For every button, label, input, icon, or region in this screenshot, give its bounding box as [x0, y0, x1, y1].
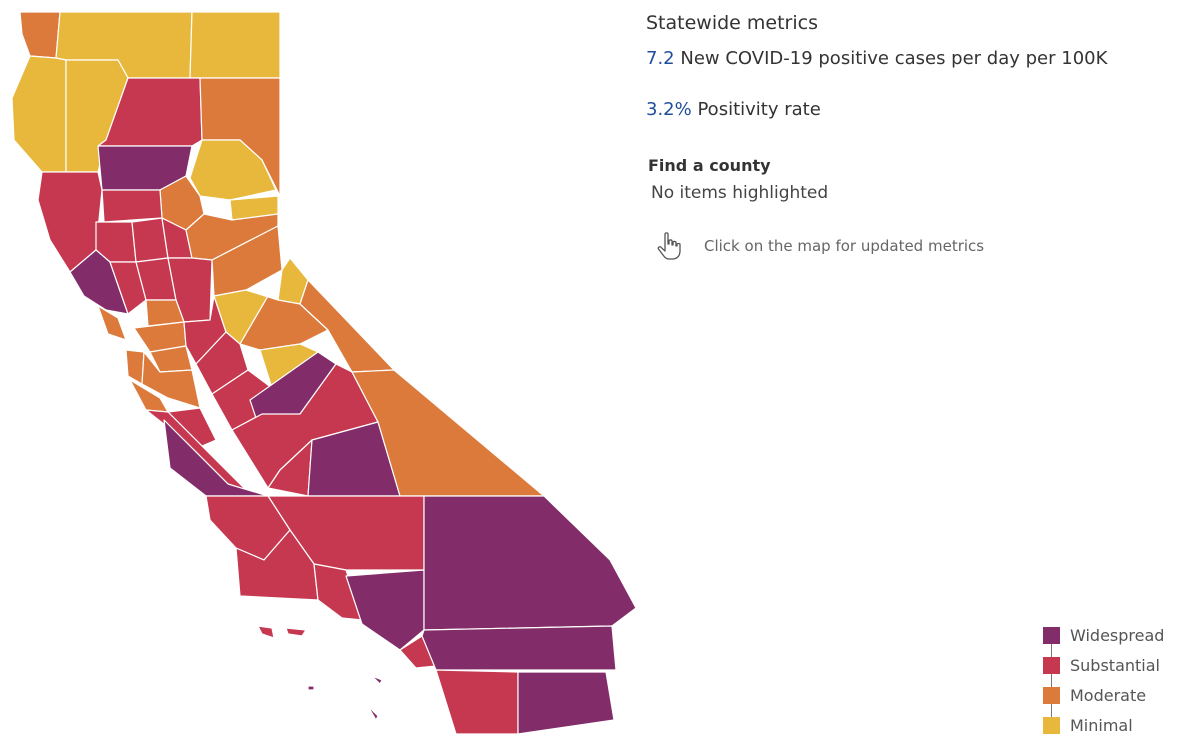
- statewide-heading: Statewide metrics: [646, 12, 818, 34]
- county-region-riverside[interactable]: [421, 625, 617, 671]
- legend-item-widespread[interactable]: Widespread: [1043, 620, 1193, 650]
- county-region-marin[interactable]: [97, 305, 127, 341]
- statewide-metrics-panel: Statewide metrics 7.2 New COVID-19 posit…: [646, 12, 1186, 261]
- legend-item-substantial[interactable]: Substantial: [1043, 650, 1193, 680]
- california-county-map[interactable]: [0, 0, 660, 741]
- legend-swatch-widespread: [1043, 626, 1060, 644]
- county-region-san-diego[interactable]: [435, 669, 519, 735]
- positivity-label: Positivity rate: [697, 99, 821, 120]
- map-hint: Click on the map for updated metrics: [656, 231, 1186, 261]
- legend-item-minimal[interactable]: Minimal: [1043, 710, 1193, 740]
- legend-swatch-moderate: [1043, 686, 1060, 704]
- county-region-modoc[interactable]: [189, 11, 281, 79]
- county-region-santa-clara[interactable]: [141, 351, 201, 409]
- island-santa-rosa[interactable]: [285, 627, 307, 637]
- legend: Widespread Substantial Moderate Minimal: [1043, 620, 1193, 740]
- map-hint-text: Click on the map for updated metrics: [704, 237, 985, 255]
- legend-label-widespread: Widespread: [1070, 625, 1165, 645]
- find-county-section: Find a county No items highlighted: [648, 156, 1186, 203]
- cases-value: 7.2: [646, 48, 675, 69]
- county-region-la-basin[interactable]: [345, 569, 425, 651]
- legend-label-moderate: Moderate: [1070, 685, 1147, 705]
- island-san-clemente[interactable]: [367, 705, 379, 721]
- legend-connector: [1051, 635, 1052, 727]
- island-santa-cruz[interactable]: [257, 625, 275, 639]
- cases-label: New COVID-19 positive cases per day per …: [680, 48, 1108, 69]
- island-small[interactable]: [307, 685, 315, 691]
- find-county-select[interactable]: No items highlighted: [651, 183, 829, 203]
- county-region-imperial[interactable]: [517, 671, 615, 735]
- county-region-los-angeles[interactable]: [313, 563, 363, 621]
- cases-metric: 7.2 New COVID-19 positive cases per day …: [646, 48, 1186, 69]
- county-region-del-norte[interactable]: [19, 11, 61, 59]
- legend-item-moderate[interactable]: Moderate: [1043, 680, 1193, 710]
- county-region-humboldt[interactable]: [11, 55, 67, 173]
- county-region-plumas-sierra[interactable]: [189, 139, 277, 201]
- pointer-hand-icon: [657, 232, 681, 260]
- find-county-label: Find a county: [648, 156, 771, 175]
- county-region-el-dorado[interactable]: [211, 225, 283, 297]
- county-region-san-mateo[interactable]: [125, 349, 145, 385]
- legend-label-minimal: Minimal: [1070, 715, 1133, 735]
- county-region-glenn[interactable]: [101, 189, 163, 223]
- legend-swatch-minimal: [1043, 716, 1060, 734]
- legend-swatch-substantial: [1043, 656, 1060, 674]
- county-region-san-bernardino[interactable]: [423, 495, 637, 631]
- island-catalina[interactable]: [371, 675, 383, 685]
- positivity-metric: 3.2% Positivity rate: [646, 99, 1186, 120]
- positivity-value: 3.2%: [646, 99, 692, 120]
- legend-label-substantial: Substantial: [1070, 655, 1160, 675]
